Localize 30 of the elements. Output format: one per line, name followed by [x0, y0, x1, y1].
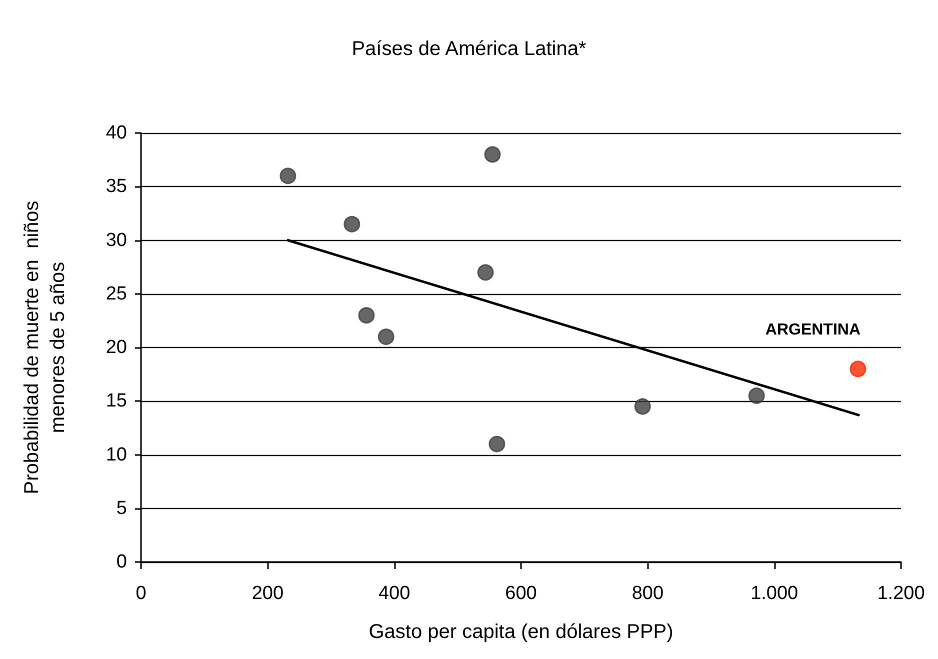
- point: [344, 216, 360, 232]
- y-tick-label: 10: [106, 444, 127, 466]
- point: [748, 388, 765, 404]
- point: [358, 307, 375, 324]
- y-tick-label: 5: [116, 498, 127, 519]
- point: [477, 264, 494, 281]
- point: [378, 328, 394, 346]
- y-tick-label: 40: [106, 122, 127, 144]
- x-tick-label: 400: [378, 583, 410, 604]
- x-tick-label: 0: [136, 583, 146, 604]
- x-tick-label: 200: [252, 583, 284, 604]
- x-tick-label: 600: [505, 583, 537, 604]
- x-axis-title: Gasto per capita (en dólares PPP): [368, 621, 674, 643]
- y-tick-label: 30: [106, 230, 127, 251]
- x-tick-label: 1.200: [877, 583, 925, 604]
- point: [634, 398, 651, 415]
- chart-title: Países de América Latina*: [352, 38, 586, 60]
- x-tick-label: 1.000: [750, 583, 798, 604]
- point: [850, 360, 866, 378]
- annotation: ARGENTINA: [765, 321, 861, 338]
- y-tick-label: 35: [106, 176, 127, 198]
- point: [484, 146, 501, 163]
- point: [488, 436, 506, 452]
- y-axis-title: Probabilidad de muerte en niños menores de 5 años: [21, 200, 69, 494]
- y-tick-label: 25: [106, 283, 127, 304]
- point: [280, 168, 296, 184]
- x-tick-label: 800: [632, 583, 664, 604]
- y-tick-label: 15: [106, 390, 127, 412]
- y-tick-label: 0: [116, 552, 127, 572]
- y-tick-label: 20: [106, 337, 127, 358]
